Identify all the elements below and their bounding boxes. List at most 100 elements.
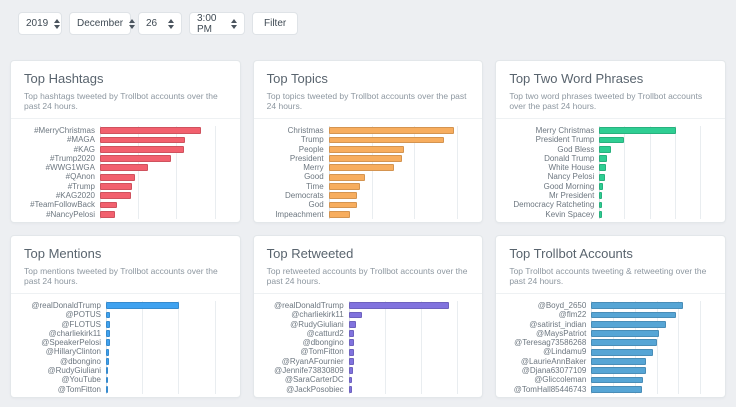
day-select-value: 26 [146, 18, 158, 29]
bar [599, 210, 602, 218]
bar [100, 145, 185, 153]
category-label: @YouTube [61, 375, 101, 385]
category-label: #KAG [73, 144, 95, 154]
gridlines [348, 301, 459, 394]
gridline [678, 301, 680, 394]
year-select[interactable]: 2019 [18, 12, 62, 35]
gridline [178, 301, 180, 394]
category-label: @SaraCarterDC [284, 375, 344, 385]
gridline [176, 126, 178, 219]
bar-row [100, 163, 215, 172]
bars [591, 301, 700, 394]
stepper-icon [54, 18, 61, 29]
category-label: @realDonaldTrump [274, 301, 344, 310]
bar-row [328, 191, 458, 200]
bar [348, 348, 355, 356]
gridline [674, 126, 676, 219]
plot-area: 0100020003000 [348, 301, 459, 397]
x-axis: 0100020003000 [329, 219, 458, 222]
bar-chart: @realDonaldTrump @POTUS @FLOTUS @charliekir… [24, 301, 227, 397]
gridline [214, 301, 216, 394]
bar [348, 358, 354, 365]
category-label: #TeamFollowBack [30, 200, 95, 210]
panel-title: Top Retweeted [266, 246, 354, 261]
bar [599, 183, 603, 190]
gridline [634, 301, 636, 394]
bar-row [100, 172, 215, 181]
bar-row [328, 126, 458, 135]
bar-row [599, 210, 700, 219]
bar [100, 201, 118, 209]
bar-row [348, 366, 458, 375]
bar [348, 311, 362, 319]
bar-row [591, 338, 700, 347]
filter-button[interactable]: Filter [252, 12, 299, 35]
gridline [457, 301, 459, 394]
panel-subtitle: Top topics tweeted by Trollbot accounts … [266, 91, 467, 111]
bar-row [328, 210, 458, 219]
bar [100, 210, 116, 218]
month-select[interactable]: December [69, 12, 136, 35]
bar-row [591, 366, 700, 375]
gridline [613, 301, 615, 394]
category-label: @TomHall85446743 [513, 384, 587, 394]
bar-row [100, 182, 215, 191]
bar [106, 311, 111, 319]
stepper-icon [231, 18, 237, 29]
bar-chart: @Boyd_2650 @flm22 @satirist_indian @MaysPat… [509, 301, 712, 397]
bar [328, 136, 445, 144]
bar [328, 173, 366, 181]
gridline [591, 301, 593, 394]
bar-row [106, 338, 215, 347]
bar-row [599, 182, 700, 191]
bar-row [328, 145, 458, 154]
bar-row [591, 301, 700, 310]
bar-row [348, 347, 458, 356]
bar [100, 164, 148, 172]
bar [348, 302, 450, 310]
time-select[interactable]: 3:00 PM [189, 12, 245, 35]
bar-row [591, 310, 700, 319]
bar-row [106, 329, 215, 338]
panel-title: Top Topics [266, 71, 328, 86]
bar-row [591, 347, 700, 356]
bar [591, 339, 657, 347]
category-label: @TomFitton [300, 347, 344, 357]
gridline [384, 301, 386, 394]
category-label: @realDonaldTrump [31, 301, 101, 310]
day-select[interactable]: 26 [138, 12, 182, 35]
category-label: Time [306, 181, 324, 191]
category-label: #MAGA [66, 135, 95, 145]
bar [599, 164, 607, 172]
bar-row [100, 191, 215, 200]
divider [11, 118, 240, 119]
panel-subtitle: Top two word phrases tweeted by Trollbot… [509, 91, 703, 111]
bar [106, 376, 109, 384]
category-label: @catturd2 [306, 328, 344, 338]
bar [328, 145, 405, 153]
category-labels: @realDonaldTrump @POTUS @FLOTUS @charliekir… [24, 301, 106, 397]
bar-row [100, 210, 215, 219]
plot-area: 0200400600 [100, 126, 216, 222]
category-label: #NancyPelosi [46, 209, 95, 219]
bar-row [328, 135, 458, 144]
time-select-value: 3:00 PM [197, 12, 217, 35]
category-label: @satirist_indian [529, 319, 587, 329]
plot-area: 0100020003000 [328, 126, 459, 222]
stepper-icon [129, 18, 136, 29]
category-label: Good Morning [543, 181, 595, 191]
panel-title: Top Two Word Phrases [509, 71, 644, 86]
bar [599, 136, 624, 144]
category-label: @POTUS [65, 310, 101, 320]
panel-top-mentions: Top Mentions Top mentions tweeted by Tro… [10, 235, 241, 398]
bar-row [106, 366, 215, 375]
category-label: #WWG1WGA [45, 163, 95, 173]
bar-row [599, 163, 700, 172]
bar [106, 348, 109, 356]
bar-row [328, 200, 458, 209]
bar-row [348, 357, 458, 366]
bar-row [100, 135, 215, 144]
bar-chart: #MerryChristmas #MAGA #KAG #Trump2020 #WWG1W… [24, 126, 227, 222]
bar-row [599, 172, 700, 181]
gridline [414, 126, 416, 219]
